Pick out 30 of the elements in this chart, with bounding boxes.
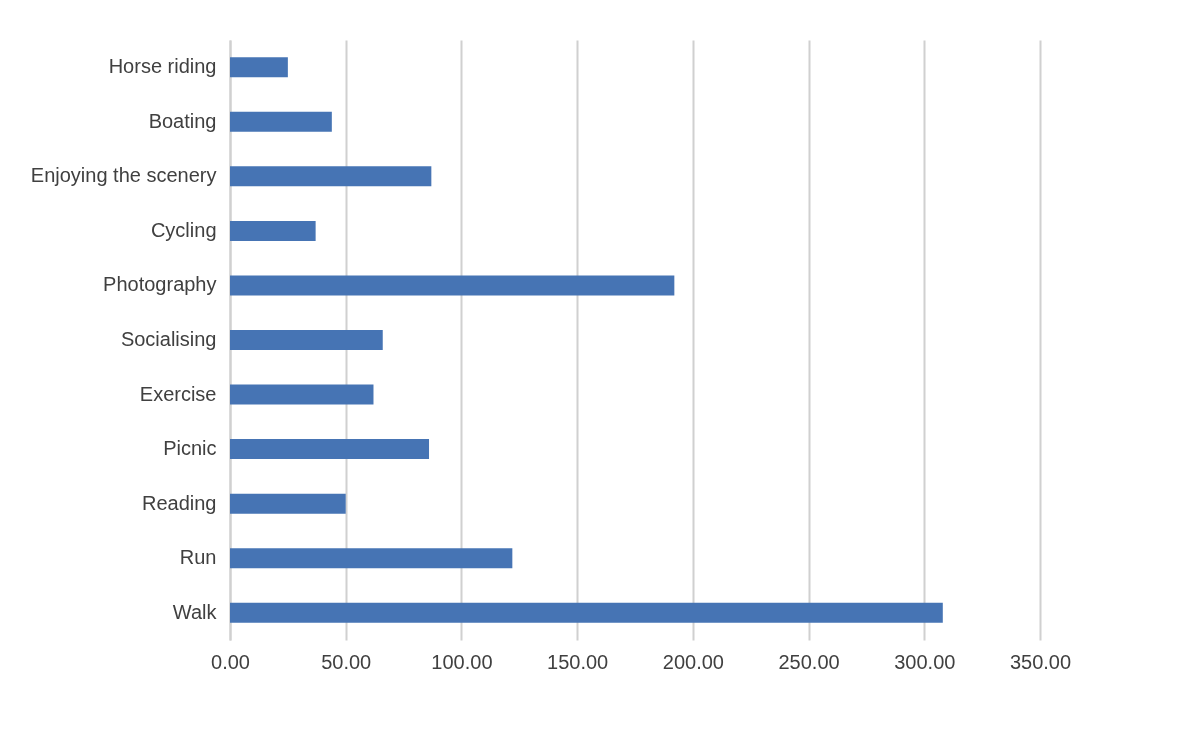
bar xyxy=(230,493,346,514)
x-tick-label: 200.00 xyxy=(662,650,724,673)
y-tick-label: Photography xyxy=(103,273,217,296)
x-tick-label: 50.00 xyxy=(321,650,372,673)
y-tick-label: Enjoying the scenery xyxy=(30,164,217,187)
bar xyxy=(230,330,383,350)
bar xyxy=(230,602,943,623)
bar xyxy=(230,111,332,132)
bar xyxy=(230,384,374,405)
x-tick-label: 350.00 xyxy=(1009,650,1072,673)
y-tick-label: Exercise xyxy=(139,382,217,405)
x-tick-label: 100.00 xyxy=(431,650,493,673)
y-tick-label: Run xyxy=(179,546,217,569)
bar xyxy=(230,220,316,241)
bar xyxy=(230,548,513,569)
y-tick-label: Reading xyxy=(141,491,217,514)
bar xyxy=(230,275,675,296)
x-tick-label: 300.00 xyxy=(894,650,956,673)
y-tick-label: Socialising xyxy=(120,328,217,350)
bar xyxy=(230,439,430,460)
bar xyxy=(230,166,432,187)
x-tick-label: 0.00 xyxy=(211,650,250,673)
y-tick-label: Horse riding xyxy=(108,55,217,78)
y-tick-label: Cycling xyxy=(150,218,217,241)
x-tick-label: 150.00 xyxy=(547,650,609,673)
x-tick-label: 250.00 xyxy=(778,650,840,673)
y-tick-label: Picnic xyxy=(163,437,217,460)
bar xyxy=(230,57,288,78)
y-tick-label: Walk xyxy=(172,600,218,623)
y-tick-label: Boating xyxy=(148,109,217,132)
